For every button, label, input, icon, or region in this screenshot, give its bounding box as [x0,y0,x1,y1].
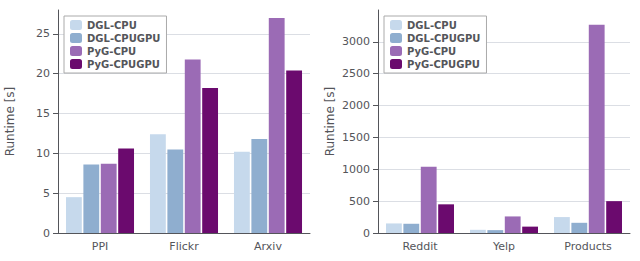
svg-text:10: 10 [36,147,50,160]
svg-text:Flickr: Flickr [169,240,199,253]
svg-text:15: 15 [36,107,50,120]
svg-text:DGL-CPU: DGL-CPU [87,20,137,31]
svg-text:DGL-CPUGPU: DGL-CPUGPU [407,33,480,44]
svg-text:1500: 1500 [342,131,370,144]
svg-text:PyG-CPUGPU: PyG-CPUGPU [87,59,160,70]
svg-text:PyG-CPUGPU: PyG-CPUGPU [407,59,480,70]
svg-text:DGL-CPU: DGL-CPU [407,20,457,31]
svg-text:0: 0 [43,227,50,240]
svg-text:PPI: PPI [92,240,109,253]
svg-text:PyG-CPU: PyG-CPU [87,46,136,57]
svg-text:20: 20 [36,67,50,80]
svg-text:5: 5 [43,187,50,200]
svg-text:Runtime [s]: Runtime [s] [3,87,17,157]
svg-text:2000: 2000 [342,99,370,112]
svg-text:2500: 2500 [342,67,370,80]
svg-text:Reddit: Reddit [402,240,438,253]
svg-text:Runtime [s]: Runtime [s] [323,87,337,157]
svg-text:3000: 3000 [342,35,370,48]
svg-text:PyG-CPU: PyG-CPU [407,46,456,57]
svg-text:500: 500 [349,195,370,208]
svg-text:Arxiv: Arxiv [254,240,282,253]
svg-text:1000: 1000 [342,163,370,176]
svg-text:Products: Products [564,240,612,253]
svg-text:DGL-CPUGPU: DGL-CPUGPU [87,33,160,44]
svg-text:25: 25 [36,27,50,40]
svg-text:0: 0 [363,227,370,240]
svg-text:Yelp: Yelp [492,240,515,253]
